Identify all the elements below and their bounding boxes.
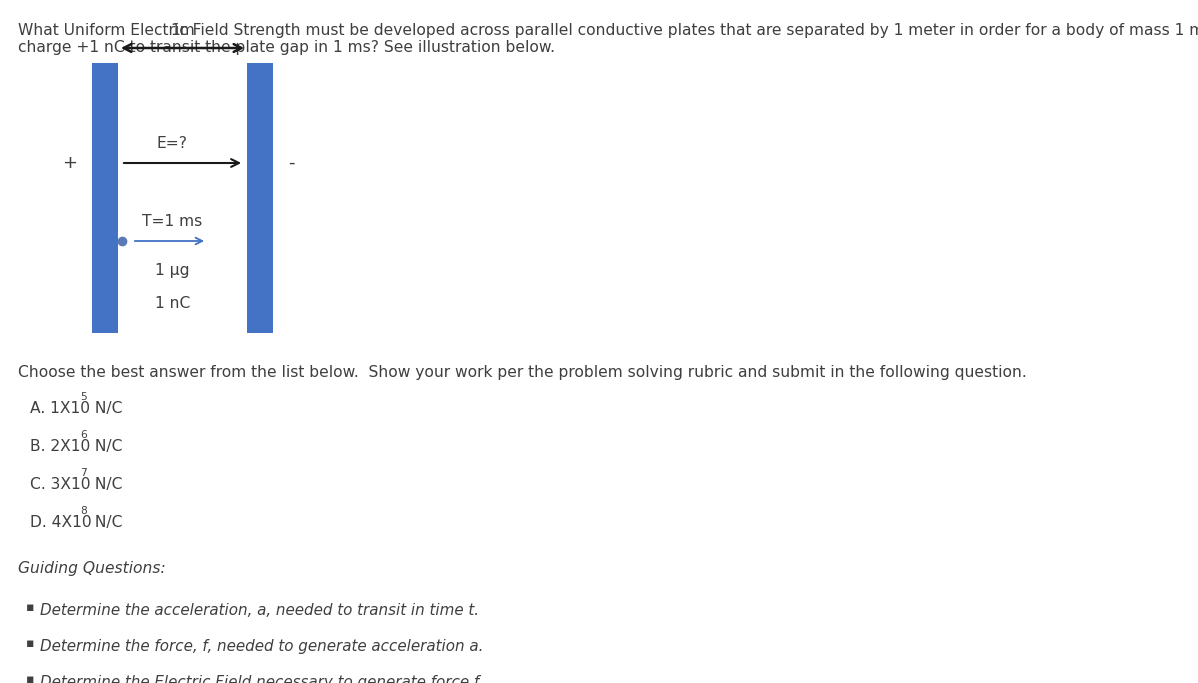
Text: B. 2X10: B. 2X10: [30, 439, 90, 454]
Text: Determine the Electric Field necessary to generate force f.: Determine the Electric Field necessary t…: [40, 675, 484, 683]
Text: C. 3X10: C. 3X10: [30, 477, 91, 492]
Text: Guiding Questions:: Guiding Questions:: [18, 561, 165, 576]
Text: N/C: N/C: [90, 401, 123, 416]
Text: 1 nC: 1 nC: [155, 296, 190, 311]
Text: charge +1 nC to transit the plate gap in 1 ms? See illustration below.: charge +1 nC to transit the plate gap in…: [18, 40, 555, 55]
Bar: [92, 63, 117, 333]
Text: ▪: ▪: [26, 673, 35, 683]
Text: A. 1X10: A. 1X10: [30, 401, 90, 416]
Text: E=?: E=?: [157, 136, 188, 151]
Text: Determine the acceleration, a, needed to transit in time t.: Determine the acceleration, a, needed to…: [40, 603, 479, 618]
Text: 1m: 1m: [170, 23, 195, 38]
Text: -: -: [288, 154, 295, 172]
Text: 8: 8: [80, 506, 87, 516]
Text: D. 4X10: D. 4X10: [30, 515, 91, 530]
Text: What Uniform Electric Field Strength must be developed across parallel conductiv: What Uniform Electric Field Strength mus…: [18, 23, 1198, 38]
Text: ▪: ▪: [26, 637, 35, 650]
Text: Determine the force, f, needed to generate acceleration a.: Determine the force, f, needed to genera…: [40, 639, 483, 654]
Text: ▪: ▪: [26, 601, 35, 614]
Text: 6: 6: [80, 430, 87, 440]
Text: +: +: [62, 154, 78, 172]
Text: 1 μg: 1 μg: [156, 263, 189, 278]
Text: N/C: N/C: [90, 515, 123, 530]
Bar: [247, 63, 273, 333]
Text: 5: 5: [80, 392, 87, 402]
Text: Choose the best answer from the list below.  Show your work per the problem solv: Choose the best answer from the list bel…: [18, 365, 1027, 380]
Text: N/C: N/C: [90, 477, 123, 492]
Text: 7: 7: [80, 468, 87, 478]
Text: T=1 ms: T=1 ms: [143, 214, 202, 229]
Text: N/C: N/C: [90, 439, 123, 454]
